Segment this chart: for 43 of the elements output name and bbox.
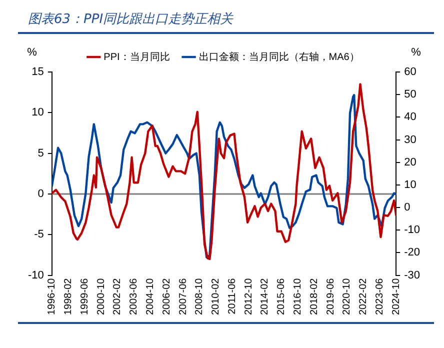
y2-tick-label: -10	[404, 224, 420, 236]
x-tick-label: 2023-06	[374, 278, 386, 316]
x-tick-label: 2011-06	[226, 278, 238, 314]
y-axis-title: %	[27, 46, 38, 59]
y2-tick-label: 10	[404, 178, 416, 191]
y-tick-label: 5	[38, 147, 44, 160]
y2-tick-label: -20	[404, 246, 420, 259]
y2-tick-label: 20	[404, 156, 416, 168]
x-tick-label: 2024-10	[390, 278, 402, 316]
y2-tick-label: -30	[404, 269, 420, 282]
y-tick-label: -5	[34, 228, 44, 241]
y2-tick-label: 60	[404, 66, 416, 78]
x-tick-label: 1999-06	[79, 278, 90, 316]
y2-tick-label: 40	[404, 111, 416, 124]
x-tick-label: 2006-02	[161, 278, 172, 316]
y2-tick-label: 50	[404, 88, 416, 101]
x-tick-label: 2003-06	[128, 278, 140, 316]
x-tick-label: 2015-06	[276, 278, 288, 316]
x-tick-label: 2016-10	[292, 278, 304, 316]
x-tick-label: 2004-10	[144, 278, 156, 316]
y2-tick-label: 30	[404, 134, 416, 146]
legend-label: 出口金额：当月同比（右轴，MA6）	[198, 50, 360, 63]
y-tick-label: 10	[32, 106, 44, 119]
legend-label: PPI：当月同比	[104, 50, 170, 63]
x-tick-label: 1998-02	[63, 278, 74, 316]
y-tick-label: -10	[28, 269, 44, 282]
chart-title: 图表63：PPI同比跟出口走势正相关	[28, 11, 234, 28]
x-tick-label: 2002-02	[112, 278, 124, 316]
x-tick-label: 2007-06	[178, 278, 189, 316]
x-tick-label: 2014-02	[260, 278, 271, 316]
x-tick-label: 2000-10	[96, 278, 107, 316]
x-tick-label: 2019-06	[325, 278, 336, 316]
x-tick-label: 2022-02	[358, 278, 370, 316]
x-tick-label: 2012-10	[243, 278, 254, 316]
x-tick-label: 2020-10	[342, 278, 353, 316]
x-tick-label: 2010-02	[210, 278, 222, 316]
x-tick-label: 1996-10	[46, 278, 58, 316]
y2-tick-label: 0	[404, 202, 410, 214]
x-tick-label: 2008-10	[194, 278, 206, 316]
y2-axis-title: %	[411, 46, 422, 59]
y-tick-label: 15	[32, 66, 44, 78]
x-tick-label: 2018-02	[308, 278, 320, 316]
y-tick-label: 0	[38, 188, 44, 200]
